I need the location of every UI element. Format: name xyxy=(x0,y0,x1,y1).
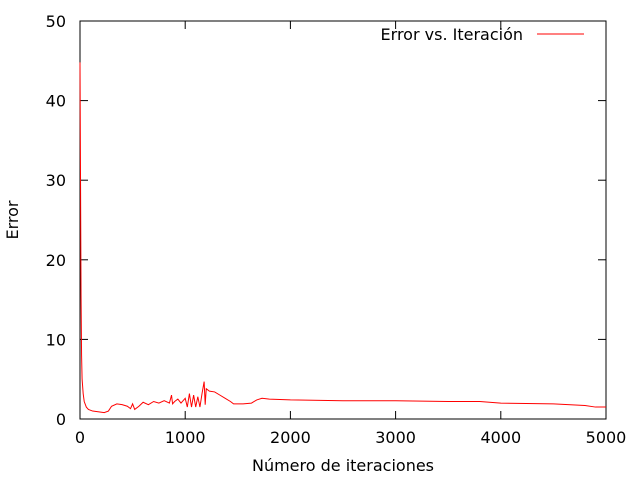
x-tick-label: 5000 xyxy=(586,428,627,447)
legend-label: Error vs. Iteración xyxy=(381,25,523,44)
y-tick-label: 0 xyxy=(56,410,66,429)
y-tick-label: 50 xyxy=(46,12,66,31)
y-tick-label: 20 xyxy=(46,251,66,270)
x-tick-label: 1000 xyxy=(165,428,206,447)
series-layer xyxy=(79,62,606,414)
series-line-error xyxy=(79,62,606,414)
legend: Error vs. Iteración xyxy=(381,25,584,44)
y-axis-title: Error xyxy=(3,200,22,239)
axis-ticks xyxy=(79,20,607,420)
x-tick-label: 2000 xyxy=(270,428,311,447)
x-axis-title: Número de iteraciones xyxy=(252,456,434,475)
tick-labels: 0 1000 2000 3000 4000 5000 0 10 20 30 40 50 xyxy=(46,12,627,447)
y-tick-label: 10 xyxy=(46,330,66,349)
y-tick-label: 40 xyxy=(46,92,66,111)
x-tick-label: 4000 xyxy=(480,428,521,447)
y-tick-label: 30 xyxy=(46,171,66,190)
x-tick-label: 0 xyxy=(75,428,85,447)
plot-border xyxy=(79,20,607,420)
x-tick-label: 3000 xyxy=(375,428,416,447)
plot-frame xyxy=(79,20,607,420)
